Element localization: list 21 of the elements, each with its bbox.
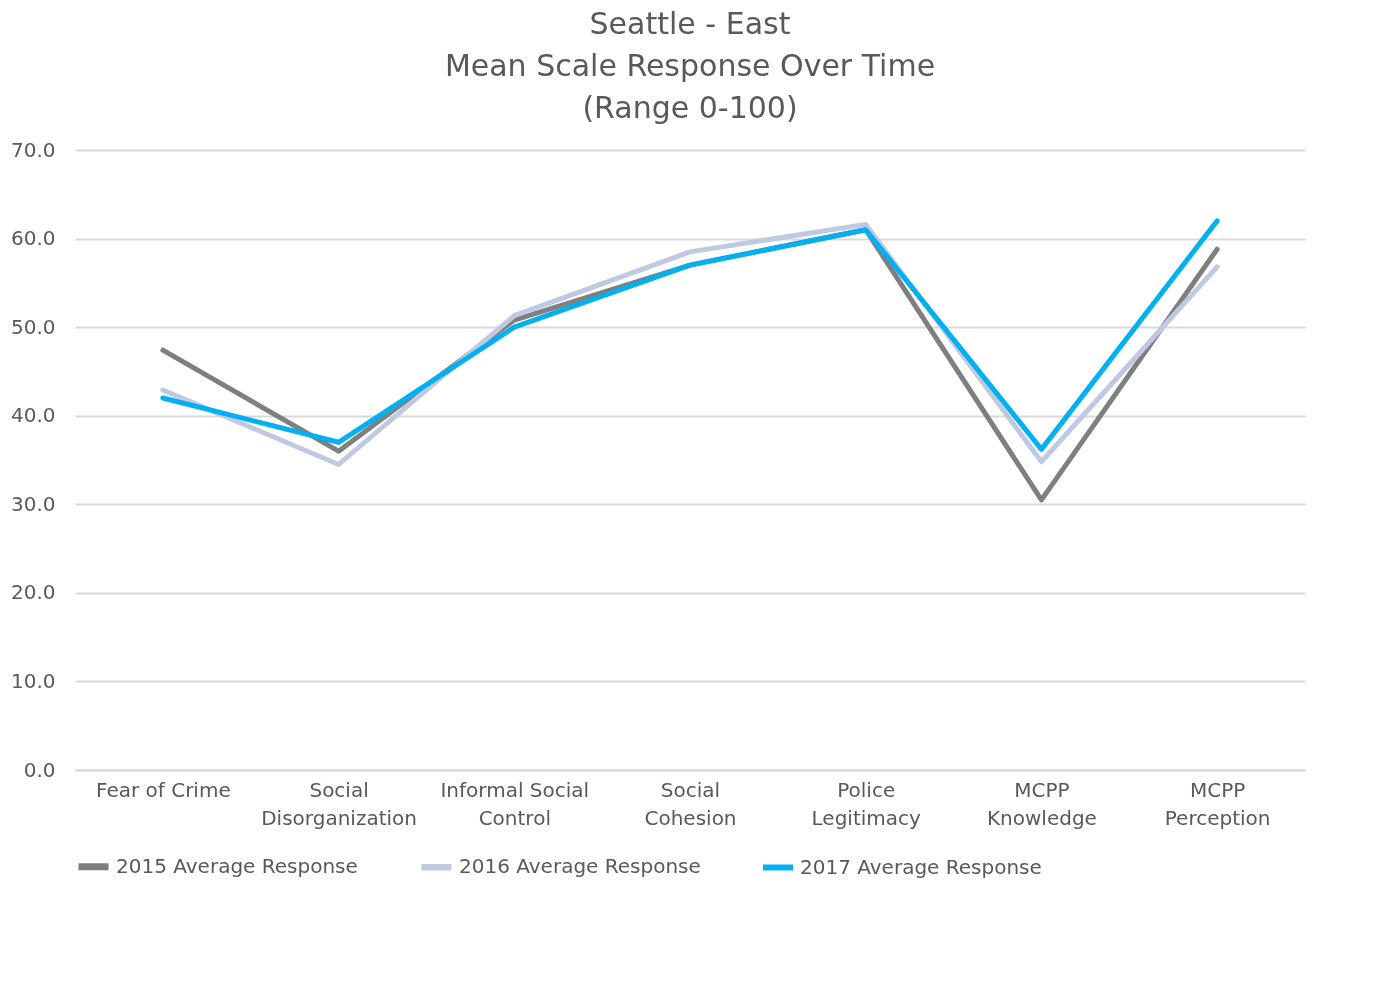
y-tick-label: 50.0 bbox=[10, 314, 56, 339]
x-tick-label: MCPP Knowledge bbox=[986, 777, 1097, 830]
y-tick-label: 30.0 bbox=[10, 491, 56, 516]
legend-label: 2016 Average Response bbox=[459, 854, 701, 879]
x-tick-label: Fear of Crime bbox=[96, 777, 231, 802]
x-tick-label: MCPP Perception bbox=[1164, 777, 1271, 830]
legend-label: 2015 Average Response bbox=[116, 853, 358, 878]
y-tick-label: 60.0 bbox=[10, 226, 56, 251]
text: Mean Scale Response Over Time bbox=[444, 48, 936, 83]
y-tick-label: 0.0 bbox=[23, 757, 56, 782]
y-tick-label: 20.0 bbox=[10, 580, 56, 605]
x-tick-label: Social Cohesion bbox=[644, 777, 737, 830]
x-tick-label: Social Disorganization bbox=[261, 777, 417, 830]
text: Seattle - East bbox=[589, 6, 791, 41]
x-tick-label: Police Legitimacy bbox=[811, 777, 922, 830]
y-tick-label: 40.0 bbox=[10, 403, 56, 428]
text: (Range 0-100) bbox=[582, 90, 798, 125]
y-tick-label: 70.0 bbox=[10, 137, 56, 162]
legend-label: 2017 Average Response bbox=[800, 854, 1042, 879]
y-tick-label: 10.0 bbox=[10, 668, 56, 693]
x-tick-label: Informal Social Control bbox=[440, 777, 590, 830]
